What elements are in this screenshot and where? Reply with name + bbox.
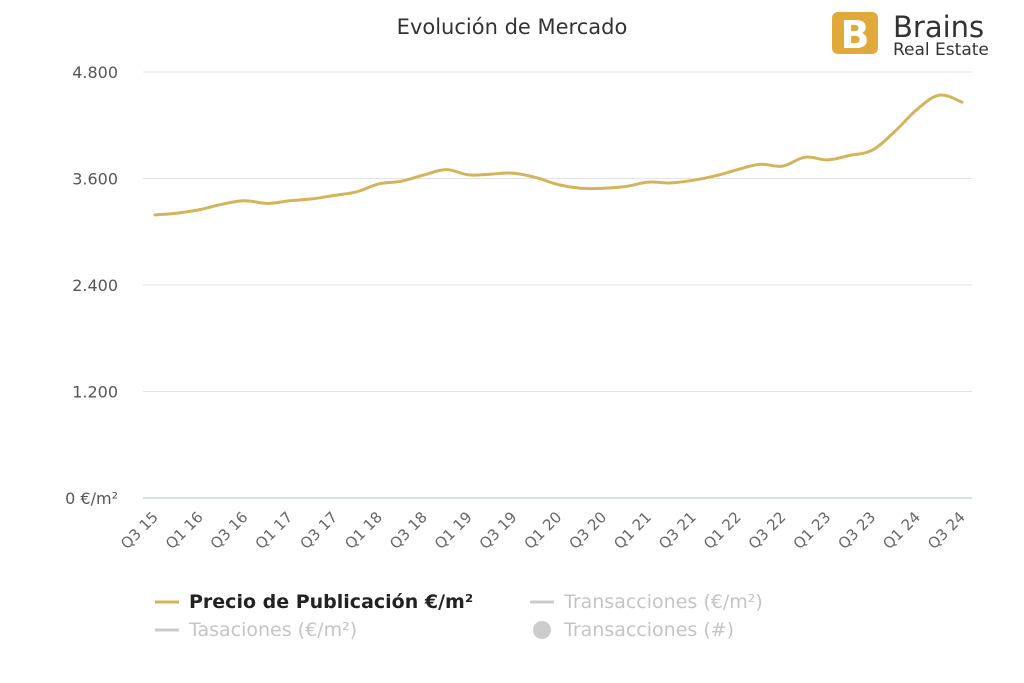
legend-label: Precio de Publicación €/m²: [189, 591, 473, 613]
data-point: [488, 171, 494, 177]
series-line-precio-publicacion: [153, 93, 964, 217]
x-tick-label: Q1 22: [700, 508, 745, 553]
data-point: [511, 170, 517, 176]
y-tick-label: 4.800: [72, 63, 118, 82]
x-tick-label: Q3 20: [565, 508, 610, 553]
data-point: [735, 167, 741, 173]
data-point: [869, 147, 875, 153]
data-point: [578, 185, 584, 191]
brand-logo: B Brains Real Estate: [832, 10, 989, 60]
x-tick-label: Q1 17: [252, 508, 297, 553]
data-point: [600, 185, 606, 191]
y-axis-ticks: 0 €/m² 1.200 2.400 3.600 4.800: [65, 63, 118, 508]
x-tick-label: Q3 19: [476, 508, 521, 553]
data-point: [219, 201, 225, 207]
logo-tagline: Real Estate: [893, 40, 989, 60]
legend-label: Transacciones (€/m²): [563, 591, 763, 613]
x-tick-label: Q1 18: [341, 508, 386, 553]
data-point: [802, 154, 808, 160]
data-point: [197, 207, 203, 213]
x-tick-label: Q3 21: [655, 508, 700, 553]
data-point: [623, 183, 629, 189]
series-lines: [152, 92, 965, 218]
data-point: [556, 182, 562, 188]
data-point: [959, 99, 965, 105]
legend-item[interactable]: Transacciones (#): [533, 619, 734, 641]
legend-label: Tasaciones (€/m²): [188, 619, 357, 641]
data-point: [331, 192, 337, 198]
data-point: [287, 198, 293, 204]
data-point: [825, 157, 831, 163]
data-point: [309, 196, 315, 202]
data-point: [712, 173, 718, 179]
x-axis-ticks: Q3 15 Q1 16 Q3 16 Q1 17 Q3 17 Q1 18 Q3 18 Q1 19…: [117, 508, 969, 553]
data-point: [376, 181, 382, 187]
y-tick-label: 1.200: [72, 383, 118, 402]
x-tick-label: Q3 18: [386, 508, 431, 553]
data-point: [421, 172, 427, 178]
x-tick-label: Q1 20: [521, 508, 566, 553]
x-tick-label: Q3 17: [296, 508, 341, 553]
chart-title: Evolución de Mercado: [397, 15, 628, 39]
legend-item[interactable]: Precio de Publicación €/m²: [155, 591, 473, 613]
data-point: [533, 175, 539, 181]
logo-name: Brains: [893, 10, 984, 44]
logo-badge: [832, 12, 878, 54]
data-point: [354, 189, 360, 195]
x-tick-label: Q3 16: [207, 508, 252, 553]
legend-item[interactable]: Transacciones (€/m²): [530, 591, 763, 613]
data-point: [937, 92, 943, 98]
data-point: [847, 152, 853, 158]
x-tick-label: Q1 23: [790, 508, 835, 553]
data-point: [690, 177, 696, 183]
data-point: [174, 210, 180, 216]
y-gridlines: [143, 71, 972, 499]
y-tick-label: 0 €/m²: [65, 489, 118, 508]
x-tick-label: Q3 22: [745, 508, 790, 553]
y-tick-label: 3.600: [72, 170, 118, 189]
y-tick-label: 2.400: [72, 276, 118, 295]
logo-letter-icon: B: [841, 13, 870, 57]
data-point: [466, 172, 472, 178]
data-point: [242, 198, 248, 204]
legend-circle-icon: [533, 621, 551, 639]
data-point: [152, 212, 158, 218]
legend-label: Transacciones (#): [563, 619, 734, 641]
x-tick-label: Q1 16: [162, 508, 207, 553]
x-tick-label: Q1 24: [879, 508, 924, 553]
data-point: [757, 161, 763, 167]
data-point: [645, 179, 651, 185]
x-tick-label: Q1 21: [610, 508, 655, 553]
data-point: [892, 128, 898, 134]
data-point: [780, 163, 786, 169]
x-tick-label: Q3 15: [117, 508, 162, 553]
legend-item[interactable]: Tasaciones (€/m²): [155, 619, 357, 641]
data-point: [443, 167, 449, 173]
legend: Precio de Publicación €/m² Transacciones …: [155, 591, 763, 641]
data-point: [668, 180, 674, 186]
x-tick-label: Q1 19: [431, 508, 476, 553]
data-point: [264, 200, 270, 206]
data-point: [399, 178, 405, 184]
x-tick-label: Q3 23: [834, 508, 879, 553]
data-point: [914, 106, 920, 112]
x-tick-label: Q3 24: [924, 508, 969, 553]
